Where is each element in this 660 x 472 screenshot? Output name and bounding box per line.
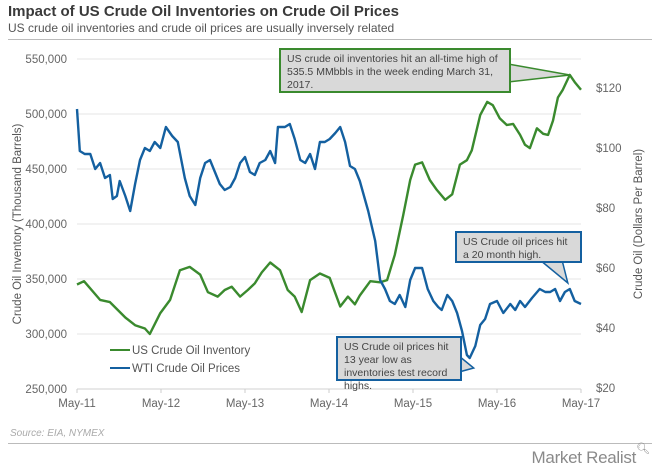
y-axis-right-label: Crude Oil (Dollars Per Barrel)	[633, 149, 645, 299]
chart-subtitle: US crude oil inventories and crude oil p…	[8, 21, 395, 35]
legend: US Crude Oil Inventory WTI Crude Oil Pri…	[110, 345, 250, 375]
chart-title: Impact of US Crude Oil Inventories on Cr…	[8, 3, 399, 20]
legend-label-inventory: US Crude Oil Inventory	[132, 345, 250, 357]
y-left-tick-label: 450,000	[25, 164, 67, 176]
series-lines	[75, 73, 582, 360]
callout-tail-inventory	[507, 63, 570, 83]
x-tick-label: May-15	[394, 398, 432, 410]
x-tick-label: May-13	[226, 398, 264, 410]
y-left-tick-label: 300,000	[25, 329, 67, 341]
header-divider	[8, 39, 652, 40]
y-right-tick-label: $60	[596, 263, 615, 275]
magnifier-icon: 🔍︎	[636, 443, 650, 455]
y-right-tick-label: $80	[596, 203, 615, 215]
y-left-tick-label: 350,000	[25, 274, 67, 286]
brand-logo: Market Realist	[531, 448, 637, 467]
y-right-tick-label: $40	[596, 323, 615, 335]
x-tick-label: May-12	[142, 398, 180, 410]
x-tick-label: May-17	[562, 398, 600, 410]
y-left-tick-label: 400,000	[25, 219, 67, 231]
y-left-tick-label: 250,000	[25, 384, 67, 396]
x-tick-label: May-11	[58, 398, 96, 410]
y-axis-left-label: Crude Oil Inventory (Thousand Barrels)	[12, 123, 24, 324]
callout-tails	[458, 63, 570, 373]
footer-divider	[8, 443, 652, 444]
callout-price-20-month-high: US Crude oil prices hit a 20 month high.	[455, 231, 582, 263]
y-right-tick-label: $20	[596, 383, 615, 395]
y-left-tick-label: 550,000	[25, 54, 67, 66]
y-axis-right: $20 $40 $60 $80 $100 $120	[596, 83, 622, 395]
series-line-wti-price	[75, 108, 582, 360]
x-axis: May-11 May-12 May-13 May-14 May-15 May-16 May-…	[58, 389, 600, 410]
y-axis-left: 250,000 300,000 350,000 400,000 450,000 500,0…	[25, 54, 67, 396]
gridlines	[77, 58, 581, 390]
legend-label-price: WTI Crude Oil Prices	[132, 363, 240, 375]
x-tick-label: May-16	[478, 398, 516, 410]
callout-inventory-high: US crude oil inventories hit an all-time…	[279, 48, 511, 93]
callout-price-13-year-low: US Crude oil prices hit 13 year low as i…	[336, 336, 462, 392]
y-right-tick-label: $120	[596, 83, 622, 95]
x-tick-label: May-14	[310, 398, 349, 410]
y-left-tick-label: 500,000	[25, 109, 67, 121]
callout-tail-price-high	[537, 259, 570, 286]
series-line-inventory	[76, 73, 582, 336]
source-note: Source: EIA, NYMEX	[10, 428, 105, 439]
y-right-tick-label: $100	[596, 143, 622, 155]
